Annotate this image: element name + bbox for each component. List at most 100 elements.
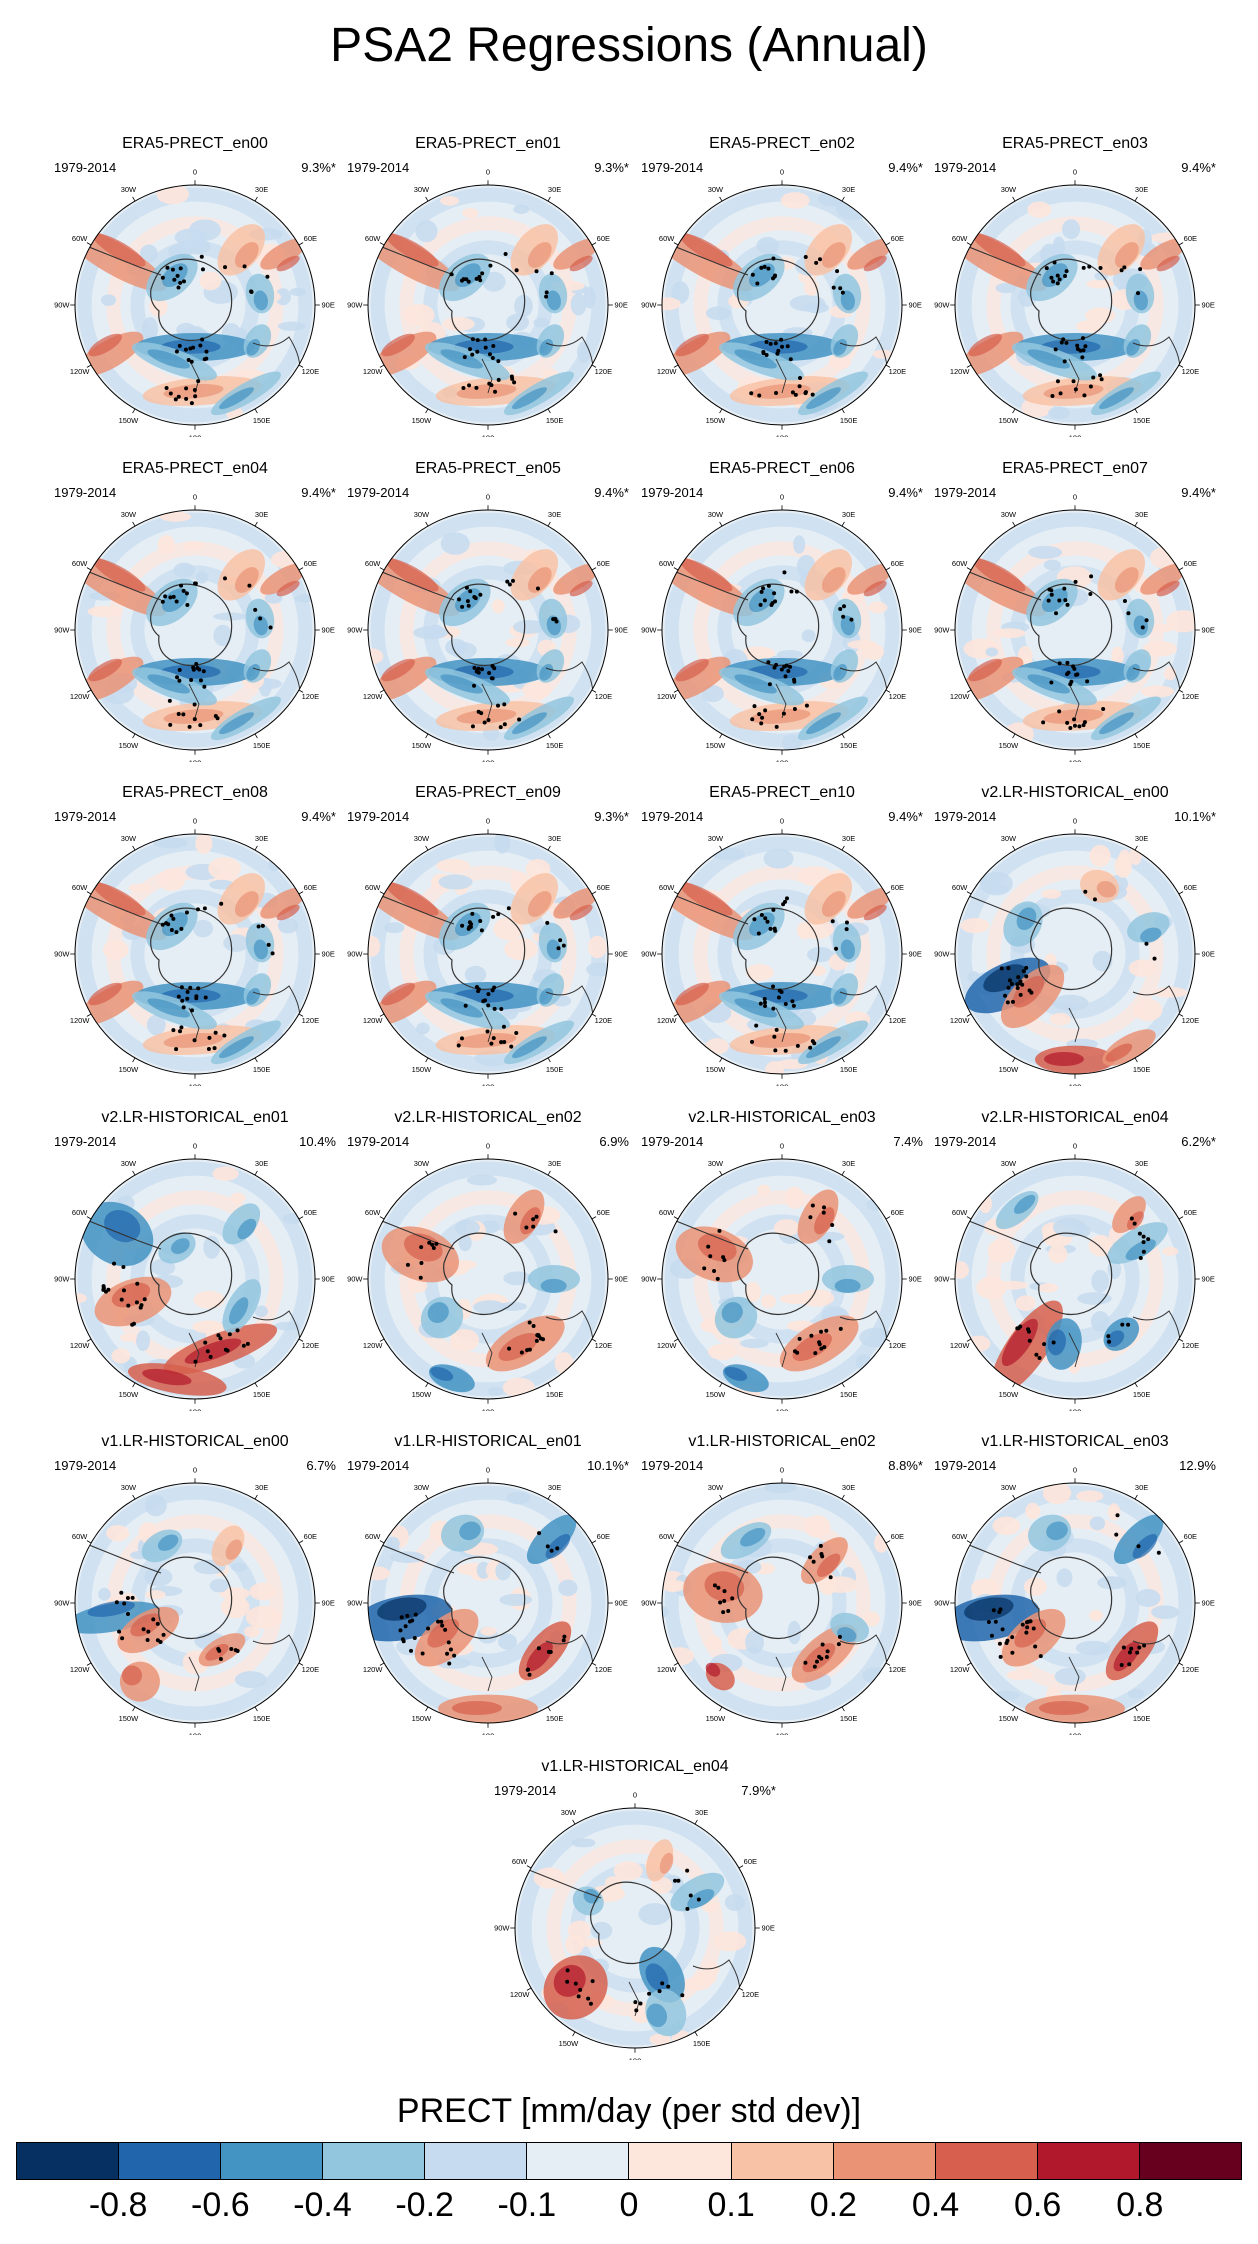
map-panel: ERA5-PRECT_en04 1979-2014 9.4%* 0 30E 60E 90E 1…: [50, 460, 340, 762]
lon-tick-label: 120E: [302, 1016, 320, 1025]
lon-tick-label: 30E: [548, 834, 561, 843]
colorbar-swatch: [629, 2143, 732, 2179]
panel-variance-pct: 9.3%*: [594, 809, 629, 824]
polar-map: 0 30E 60E 90E 120E 150E 180 150W 120W 90W 60W 30W: [54, 1141, 335, 1411]
lon-tick-label: 60E: [597, 1532, 610, 1541]
colorbar-tick-label: 0.4: [911, 2186, 960, 2224]
lon-tick-label: 90W: [54, 1599, 70, 1608]
lon-tick-label: 180: [629, 2057, 642, 2060]
polar-map: 0 30E 60E 90E 120E 150E 180 150W 120W 90W 60W 30W: [641, 816, 922, 1086]
panel-title: ERA5-PRECT_en08: [122, 784, 268, 801]
lon-tick-label: 60W: [952, 559, 968, 568]
lon-tick-label: 120W: [70, 367, 91, 376]
polar-map: 0 30E 60E 90E 120E 150E 180 150W 120W 90W 60W 30W: [641, 492, 922, 762]
lon-tick-label: 180: [482, 1408, 495, 1411]
lon-tick-label: 90W: [347, 1275, 363, 1284]
lon-tick-label: 30E: [842, 185, 855, 194]
lon-tick-label: 150E: [546, 1065, 564, 1074]
polar-map: 0 30E 60E 90E 120E 150E 180 150W 120W 90W 60W 30W: [54, 167, 335, 437]
lon-tick-label: 120E: [595, 367, 613, 376]
lon-tick-label: 90W: [641, 626, 657, 635]
panel-title: ERA5-PRECT_en05: [415, 460, 561, 477]
polar-map: 0 30E 60E 90E 120E 150E 180 150W 120W 90W 60W 30W: [347, 167, 628, 437]
lon-tick-label: 30W: [1001, 834, 1017, 843]
panel-title: ERA5-PRECT_en02: [709, 135, 855, 152]
lon-tick-label: 30E: [842, 834, 855, 843]
panel-variance-pct: 9.3%*: [594, 160, 629, 175]
lon-tick-label: 0: [486, 167, 490, 176]
lon-tick-label: 180: [776, 1732, 789, 1735]
lon-tick-label: 120W: [70, 1665, 91, 1674]
lon-tick-label: 90E: [322, 1275, 335, 1284]
lon-tick-label: 120W: [950, 367, 971, 376]
lon-tick-label: 90W: [347, 950, 363, 959]
panel-period: 1979-2014: [641, 1134, 704, 1149]
panel-variance-pct: 7.9%*: [741, 1783, 776, 1798]
lon-tick-label: 150E: [840, 741, 858, 750]
lon-tick-label: 60E: [304, 1532, 317, 1541]
lon-tick-label: 0: [486, 816, 490, 825]
lon-tick-label: 120W: [363, 367, 384, 376]
panel-variance-pct: 9.4%*: [301, 485, 336, 500]
lon-tick-label: 120E: [302, 367, 320, 376]
lon-tick-label: 150E: [546, 1390, 564, 1399]
lon-tick-label: 0: [780, 492, 784, 501]
lon-tick-label: 120E: [302, 692, 320, 701]
lon-tick-label: 60E: [891, 559, 904, 568]
lon-tick-label: 150W: [999, 1714, 1020, 1723]
map-panel: ERA5-PRECT_en06 1979-2014 9.4%* 0 30E 60E 90E 1…: [637, 460, 927, 762]
lon-tick-label: 150W: [706, 741, 727, 750]
lon-tick-label: 90W: [934, 301, 950, 310]
colorbar-tick-label: 0.1: [707, 2186, 755, 2224]
panel-period: 1979-2014: [54, 809, 117, 824]
lon-tick-label: 30E: [548, 510, 561, 519]
polar-map: 0 30E 60E 90E 120E 150E 180 150W 120W 90W 60W 30W: [54, 492, 335, 762]
lon-tick-label: 150W: [119, 1390, 140, 1399]
panel-variance-pct: 10.1%*: [1174, 809, 1216, 824]
colorbar-tick-label: -0.2: [395, 2186, 454, 2224]
lon-tick-label: 60W: [365, 559, 381, 568]
lon-tick-label: 120E: [742, 1990, 760, 1999]
panel-period: 1979-2014: [54, 160, 117, 175]
lon-tick-label: 90E: [909, 626, 922, 635]
lon-tick-label: 120W: [950, 1016, 971, 1025]
lon-tick-label: 90W: [934, 1275, 950, 1284]
lon-tick-label: 150E: [1133, 1714, 1151, 1723]
lon-tick-label: 90E: [1202, 950, 1215, 959]
panel-variance-pct: 6.2%*: [1181, 1134, 1216, 1149]
panel-period: 1979-2014: [347, 1134, 410, 1149]
lon-tick-label: 90E: [322, 1599, 335, 1608]
colorbar-swatch: [731, 2143, 834, 2179]
lon-tick-label: 150W: [119, 1714, 140, 1723]
colorbar-swatch: [1139, 2143, 1241, 2179]
lon-tick-label: 180: [776, 759, 789, 762]
lon-tick-label: 90W: [934, 626, 950, 635]
lon-tick-label: 120W: [70, 1016, 91, 1025]
lon-tick-label: 120W: [950, 692, 971, 701]
polar-map: 0 30E 60E 90E 120E 150E 180 150W 120W 90W 60W 30W: [641, 1465, 922, 1735]
panel-variance-pct: 9.4%*: [1181, 485, 1216, 500]
panel-title: v2.LR-HISTORICAL_en01: [101, 1109, 289, 1126]
map-panel: ERA5-PRECT_en05 1979-2014 9.4%* 0 30E 60E 90E 1…: [343, 460, 633, 762]
panel-variance-pct: 10.4%: [299, 1134, 336, 1149]
lon-tick-label: 90W: [347, 626, 363, 635]
lon-tick-label: 120E: [1182, 367, 1200, 376]
map-panel: ERA5-PRECT_en07 1979-2014 9.4%* 0 30E 60E 90E 1…: [930, 460, 1220, 762]
lon-tick-label: 120E: [595, 1665, 613, 1674]
lon-tick-label: 60W: [72, 234, 88, 243]
map-panel: ERA5-PRECT_en09 1979-2014 9.3%* 0 30E 60E 90E 1…: [343, 784, 633, 1086]
lon-tick-label: 30E: [255, 510, 268, 519]
lon-tick-label: 30W: [414, 1483, 430, 1492]
lon-tick-label: 60W: [72, 883, 88, 892]
lon-tick-label: 0: [193, 816, 197, 825]
lon-tick-label: 150E: [840, 1714, 858, 1723]
panel-variance-pct: 9.4%*: [301, 809, 336, 824]
panel-variance-pct: 7.4%: [893, 1134, 923, 1149]
panel-title: v1.LR-HISTORICAL_en03: [981, 1433, 1169, 1450]
lon-tick-label: 120W: [510, 1990, 531, 1999]
panel-period: 1979-2014: [641, 809, 704, 824]
lon-tick-label: 150W: [412, 1714, 433, 1723]
lon-tick-label: 150E: [546, 1714, 564, 1723]
lon-tick-label: 30E: [1135, 834, 1148, 843]
polar-map: 0 30E 60E 90E 120E 150E 180 150W 120W 90W 60W 30W: [347, 816, 628, 1086]
